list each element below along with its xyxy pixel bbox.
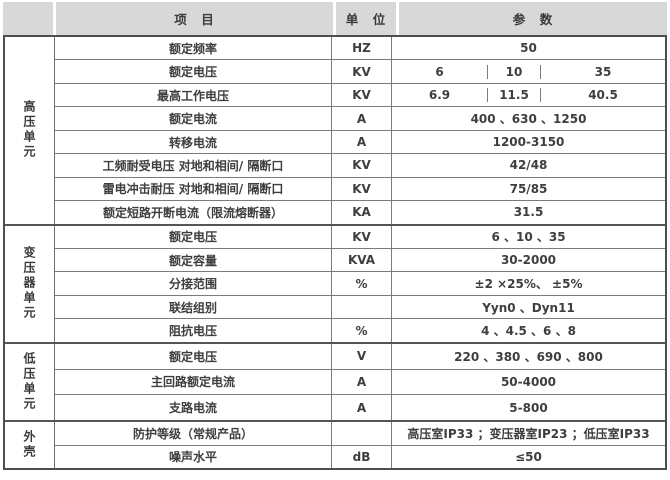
group-label: 外壳 [5,422,55,468]
table-row: 支路电流 A 5-800 [55,394,665,421]
table-row: 转移电流 A 1200-3150 [55,129,665,154]
group-label: 高压单元 [5,37,55,224]
unit-cell: KVA [332,249,392,272]
header-item: 项 目 [56,2,333,35]
group-rows: 额定电压 KV 6 、10 、35 额定容量 KVA 30-2000 分接范围% ±2 ×25… [55,225,665,342]
group-label: 低压单元 [5,343,55,421]
param-cell: 220 、380 、690 、800 [454,349,603,364]
param-subcell: 40.5 [588,88,618,103]
table-row: 额定电压 KV 6 、10 、35 [55,225,665,248]
param-cell: 6.9 11.5 40.5 [392,84,665,106]
header-param: 参 数 [399,2,667,35]
item-cell: 额定短路开断电流（限流熔断器） [55,201,332,224]
table-row: 最高工作电压 KV 6.9 11.5 40.5 [55,82,665,107]
item-cell: 分接范围 [55,272,332,295]
table-row: 额定电压 V 220 、380 、690 、800 [55,343,665,369]
param-cell: 75/85 [509,181,548,196]
item-cell: 噪声水平 [55,445,332,469]
row-group: 高压单元 额定频率 HZ 50 额定电压 KV 6 10 35 最高工作电压 KV 6.9 11.5 40… [5,37,665,224]
group-rows: 额定频率 HZ 50 额定电压 KV 6 10 35 最高工作电压 KV 6.9 11.5 40.5 额定… [55,37,665,224]
item-cell: 最高工作电压 [55,83,332,107]
item-cell: 额定频率 [55,37,332,60]
unit-cell [332,295,392,319]
unit-cell: KV [332,177,392,201]
unit-cell: KA [332,201,392,224]
unit-cell: KV [332,225,392,248]
param-cell: 5-800 [509,400,548,415]
header-group-cell [3,2,53,35]
table-row: 分接范围% ±2 ×25%、 ±5% [55,271,665,295]
param-cell: Yyn0 、Dyn11 [482,300,575,315]
unit-cell: KV [332,83,392,107]
param-cell: ±2 ×25%、 ±5% [474,277,583,292]
header-unit: 单 位 [336,2,396,35]
unit-cell: KV [332,154,392,177]
item-cell: 额定电压 [55,60,332,83]
unit-cell: KV [332,60,392,83]
unit-cell: A [332,107,392,130]
item-cell: 转移电流 [55,130,332,154]
item-cell: 雷电冲击耐压 对地和相间/ 隔断口 [55,177,332,201]
table-body: 高压单元 额定频率 HZ 50 额定电压 KV 6 10 35 最高工作电压 KV 6.9 11.5 40… [3,35,667,470]
unit-cell: A [332,395,392,421]
item-cell: 主回路额定电流 [55,369,332,395]
table-row: 雷电冲击耐压 对地和相间/ 隔断口 KV 75/85 [55,176,665,201]
table-row: 额定短路开断电流（限流熔断器） KA 31.5 [55,200,665,224]
unit-cell: % [332,272,392,295]
param-cell: 1200-3150 [492,135,565,150]
item-cell: 额定容量 [55,249,332,272]
group-rows: 防护等级（常规产品） 高压室IP33 ；变压器室IP23 ；低压室IP33 噪声水平… [55,422,665,469]
param-cell: 400 、630 、1250 [470,112,587,127]
param-cell: 6 10 35 [392,60,665,82]
table-row: 额定容量 KVA 30-2000 [55,248,665,272]
param-cell: 31.5 [513,205,544,220]
item-cell: 阻抗电压 [55,319,332,342]
item-cell: 额定电压 [55,343,332,369]
param-subcell: 6.9 [392,88,488,103]
param-subcell: 35 [594,64,612,79]
item-cell: 支路电流 [55,395,332,421]
table-header-row: 项 目 单 位 参 数 [3,2,667,35]
param-subcell: 10 [488,64,541,79]
table-row: 额定电流 A 400 、630 、1250 [55,106,665,130]
row-group: 变压器单元 额定电压 KV 6 、10 、35 额定容量 KVA 30-2000 分接范围% ±… [5,223,665,342]
unit-cell: A [332,369,392,395]
unit-cell: % [332,319,392,342]
row-group: 低压单元 额定电压 V 220 、380 、690 、800 主回路额定电流 A 50-40… [5,341,665,421]
param-cell: 4 、4.5 、6 、8 [481,324,576,339]
table-row: 工频耐受电压 对地和相间/ 隔断口 KV 42/48 [55,153,665,177]
param-cell: 50-4000 [500,374,557,389]
table-row: 额定电压 KV 6 10 35 [55,59,665,83]
table-row: 主回路额定电流 A 50-4000 [55,368,665,395]
table-row: 联结组别 Yyn0 、Dyn11 [55,294,665,319]
unit-cell [332,422,392,445]
unit-cell: dB [332,445,392,469]
group-rows: 额定电压 V 220 、380 、690 、800 主回路额定电流 A 50-4000 支路… [55,343,665,421]
table-row: 额定频率 HZ 50 [55,37,665,60]
row-group: 外壳 防护等级（常规产品） 高压室IP33 ；变压器室IP23 ；低压室IP33 噪声… [5,420,665,469]
item-cell: 额定电压 [55,225,332,248]
table-row: 防护等级（常规产品） 高压室IP33 ；变压器室IP23 ；低压室IP33 [55,422,665,445]
param-subcell: 11.5 [488,88,541,103]
table-row: 噪声水平 dB ≤50 [55,444,665,469]
table-row: 阻抗电压% 4 、4.5 、6 、8 [55,318,665,342]
param-cell: ≤50 [515,449,542,464]
item-cell: 额定电流 [55,107,332,130]
item-cell: 联结组别 [55,295,332,319]
unit-cell: V [332,343,392,369]
unit-cell: HZ [332,37,392,60]
param-cell: 50 [520,41,537,56]
group-label: 变压器单元 [5,225,55,342]
item-cell: 防护等级（常规产品） [55,422,332,445]
param-cell: 42/48 [509,158,548,173]
param-cell: 6 、10 、35 [491,230,566,245]
item-cell: 工频耐受电压 对地和相间/ 隔断口 [55,154,332,177]
spec-table: 项 目 单 位 参 数 高压单元 额定频率 HZ 50 额定电压 KV 6 10 35 最高工作电… [3,2,667,470]
unit-cell: A [332,130,392,154]
param-subcell: 6 [392,64,488,79]
param-cell: 高压室IP33 ；变压器室IP23 ；低压室IP33 [407,426,650,441]
param-cell: 30-2000 [500,253,557,268]
